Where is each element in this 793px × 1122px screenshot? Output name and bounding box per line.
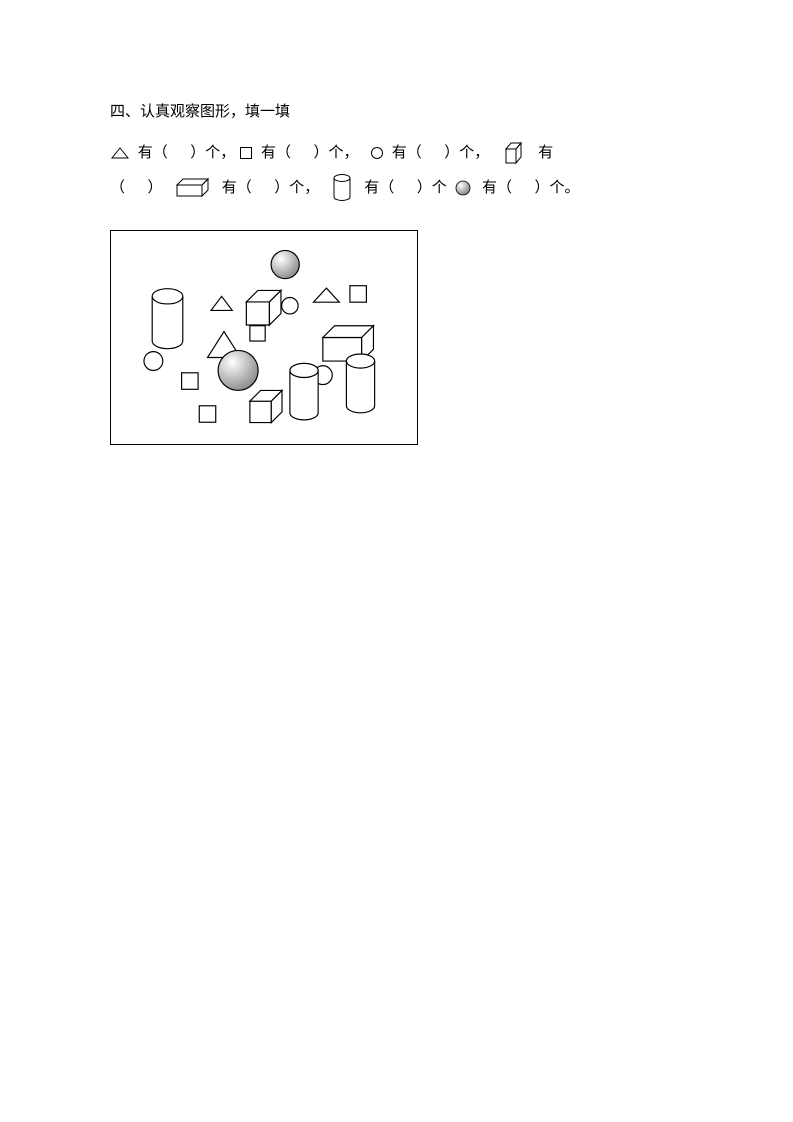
text-segment: 有（ ）个。 (475, 174, 580, 202)
text-segment: 有（ ）个， (388, 139, 497, 167)
circle-2d-icon (370, 146, 384, 160)
cuboid-3d-icon (174, 177, 214, 199)
text-segment: 有（ ）个， (257, 139, 366, 167)
text-segment: （ ） (110, 174, 170, 202)
square-2d-icon (239, 146, 253, 160)
cube-3d-slot (501, 140, 527, 166)
square-2d-slot (239, 146, 253, 160)
sphere-3d-icon (455, 180, 471, 196)
sphere-3d-slot (455, 180, 471, 196)
cylinder-3d-icon (331, 173, 353, 203)
triangle-2d-slot (110, 146, 130, 160)
text-segment: 有（ ）个 (357, 174, 451, 202)
cuboid-3d-slot (174, 177, 214, 199)
text-segment: 有（ ）个， (218, 174, 327, 202)
question-line-2: （ ） 有（ ）个， 有（ ）个 有（ ）个。 (110, 173, 690, 203)
circle-2d-slot (370, 146, 384, 160)
cylinder-3d-slot (331, 173, 353, 203)
cube-3d-icon (501, 140, 527, 166)
section-title: 四、认真观察图形，填一填 (110, 100, 690, 121)
triangle-2d-icon (110, 146, 130, 160)
text-segment: 有（ ）个， (134, 139, 235, 167)
text-segment: 有 (531, 139, 554, 167)
shapes-figure-box (110, 230, 418, 445)
question-line-1: 有（ ）个， 有（ ）个， 有（ ）个， 有 (110, 139, 690, 167)
